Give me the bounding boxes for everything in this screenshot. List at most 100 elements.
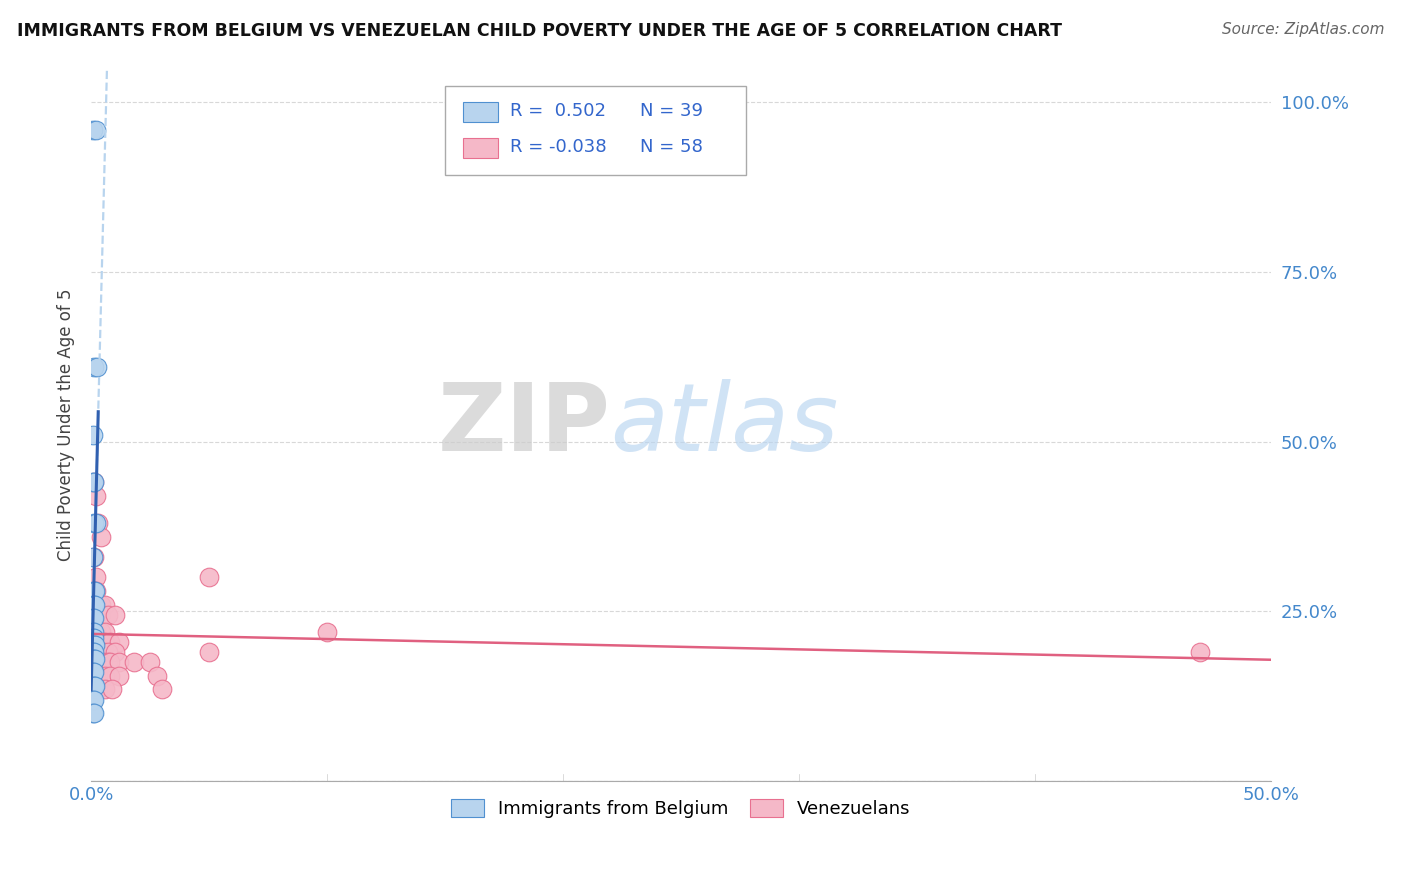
Point — [82, 638, 104, 652]
Legend: Immigrants from Belgium, Venezuelans: Immigrants from Belgium, Venezuelans — [444, 791, 918, 825]
Point — [97, 645, 120, 659]
Point — [98, 635, 121, 649]
Point — [104, 607, 127, 622]
Point — [97, 607, 120, 622]
Point — [82, 652, 104, 666]
Point — [91, 645, 114, 659]
Point — [83, 706, 105, 720]
Point — [82, 611, 104, 625]
Point — [83, 635, 105, 649]
Point — [84, 655, 107, 669]
Point — [198, 570, 221, 584]
Point — [82, 584, 104, 599]
Point — [83, 624, 105, 639]
Point — [83, 598, 105, 612]
Point — [94, 635, 117, 649]
Point — [84, 516, 107, 530]
Point — [108, 669, 131, 683]
Point — [84, 598, 107, 612]
Point — [83, 655, 105, 669]
Text: IMMIGRANTS FROM BELGIUM VS VENEZUELAN CHILD POVERTY UNDER THE AGE OF 5 CORRELATI: IMMIGRANTS FROM BELGIUM VS VENEZUELAN CH… — [17, 22, 1062, 40]
Point — [84, 635, 107, 649]
Point — [84, 624, 107, 639]
Point — [90, 635, 112, 649]
Point — [82, 679, 104, 693]
Point — [82, 598, 104, 612]
Point — [82, 624, 104, 639]
Text: atlas: atlas — [610, 379, 838, 470]
Text: R = -0.038: R = -0.038 — [510, 138, 606, 156]
Point — [83, 584, 105, 599]
Point — [83, 475, 105, 490]
Point — [83, 645, 105, 659]
Point — [91, 655, 114, 669]
Text: Source: ZipAtlas.com: Source: ZipAtlas.com — [1222, 22, 1385, 37]
Point — [82, 122, 104, 136]
Bar — [463, 102, 498, 122]
Point — [104, 645, 127, 659]
Point — [84, 584, 107, 599]
FancyBboxPatch shape — [446, 87, 747, 176]
Point — [83, 624, 105, 639]
Point — [1189, 645, 1212, 659]
Point — [98, 655, 121, 669]
Point — [108, 635, 131, 649]
Point — [86, 360, 108, 375]
Point — [83, 584, 105, 599]
Point — [83, 607, 105, 622]
Text: ZIP: ZIP — [437, 379, 610, 471]
Point — [83, 611, 105, 625]
Point — [122, 655, 145, 669]
Point — [84, 652, 107, 666]
Point — [108, 655, 131, 669]
Point — [94, 598, 117, 612]
Text: N = 39: N = 39 — [640, 103, 703, 120]
Text: N = 58: N = 58 — [640, 138, 703, 156]
Point — [83, 598, 105, 612]
Point — [86, 122, 108, 136]
Point — [83, 652, 105, 666]
Point — [83, 645, 105, 659]
Point — [94, 669, 117, 683]
Point — [84, 679, 107, 693]
Point — [83, 679, 105, 693]
Point — [82, 706, 104, 720]
Point — [83, 550, 105, 565]
Point — [84, 598, 107, 612]
Point — [82, 665, 104, 680]
Point — [87, 682, 110, 697]
Point — [83, 516, 105, 530]
Point — [82, 550, 104, 565]
Point — [82, 692, 104, 706]
Y-axis label: Child Poverty Under the Age of 5: Child Poverty Under the Age of 5 — [58, 288, 75, 561]
Point — [83, 360, 105, 375]
Point — [83, 665, 105, 680]
Point — [98, 669, 121, 683]
Point — [84, 682, 107, 697]
Bar — [463, 137, 498, 158]
Point — [83, 632, 105, 646]
Point — [198, 645, 221, 659]
Point — [90, 624, 112, 639]
Point — [84, 607, 107, 622]
Point — [83, 669, 105, 683]
Point — [84, 645, 107, 659]
Point — [84, 638, 107, 652]
Point — [84, 669, 107, 683]
Point — [146, 669, 169, 683]
Point — [82, 428, 104, 442]
Point — [139, 655, 162, 669]
Point — [83, 475, 105, 490]
Point — [87, 669, 110, 683]
Point — [84, 570, 107, 584]
Point — [90, 530, 112, 544]
Point — [90, 607, 112, 622]
Point — [82, 645, 104, 659]
Point — [97, 655, 120, 669]
Point — [150, 682, 173, 697]
Point — [87, 645, 110, 659]
Point — [94, 624, 117, 639]
Point — [84, 584, 107, 599]
Point — [101, 682, 124, 697]
Point — [84, 489, 107, 503]
